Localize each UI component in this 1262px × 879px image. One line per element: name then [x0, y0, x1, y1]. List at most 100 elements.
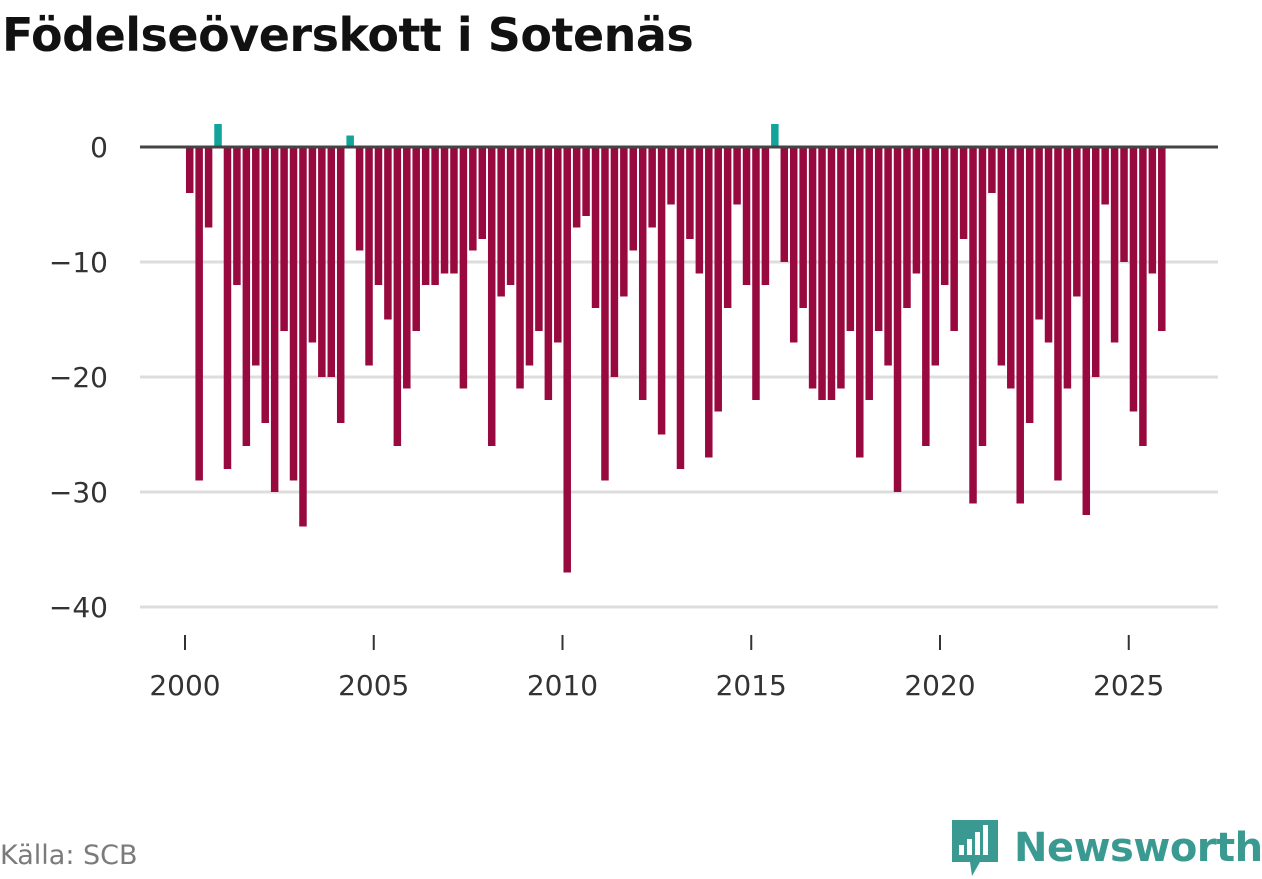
bar[interactable] — [289, 147, 298, 481]
bar[interactable] — [280, 147, 288, 331]
bar[interactable] — [676, 147, 685, 469]
bar[interactable] — [469, 147, 477, 251]
bar[interactable] — [686, 147, 694, 239]
bar[interactable] — [780, 147, 789, 262]
bar[interactable] — [865, 147, 873, 400]
bar[interactable] — [355, 147, 364, 251]
bar[interactable] — [223, 147, 232, 469]
bar[interactable] — [1054, 147, 1062, 481]
bar[interactable] — [733, 147, 741, 205]
bar[interactable] — [950, 147, 958, 331]
bar[interactable] — [365, 147, 373, 366]
bar[interactable] — [591, 147, 600, 308]
bar[interactable] — [487, 147, 496, 446]
bar[interactable] — [459, 147, 468, 389]
bar[interactable] — [204, 147, 213, 228]
bar[interactable] — [440, 147, 449, 274]
bar[interactable] — [421, 147, 430, 285]
bar[interactable] — [601, 147, 609, 481]
bar[interactable] — [695, 147, 704, 274]
bar[interactable] — [940, 147, 949, 285]
bar[interactable] — [384, 147, 392, 320]
bar[interactable] — [195, 147, 203, 481]
newsworthy-logo[interactable]: Newsworthy — [950, 818, 1262, 878]
bar[interactable] — [1044, 147, 1053, 343]
bar[interactable] — [1158, 147, 1166, 331]
bar[interactable] — [1073, 147, 1081, 297]
bar[interactable] — [1110, 147, 1119, 343]
bar[interactable] — [374, 147, 383, 285]
bar[interactable] — [648, 147, 656, 228]
bar[interactable] — [846, 147, 855, 331]
bar[interactable] — [808, 147, 817, 389]
bar[interactable] — [922, 147, 930, 446]
bar[interactable] — [1082, 147, 1091, 515]
bar[interactable] — [988, 147, 996, 193]
bar[interactable] — [412, 147, 420, 331]
bar[interactable] — [582, 147, 590, 216]
bar[interactable] — [554, 147, 562, 343]
bar[interactable] — [969, 147, 977, 504]
bar[interactable] — [478, 147, 487, 239]
bar[interactable] — [761, 147, 770, 285]
bar[interactable] — [1016, 147, 1024, 504]
bar[interactable] — [450, 147, 458, 274]
bar[interactable] — [393, 147, 402, 446]
bar[interactable] — [1007, 147, 1015, 389]
bar[interactable] — [516, 147, 524, 389]
bar[interactable] — [318, 147, 326, 377]
bar[interactable] — [997, 147, 1006, 366]
bar[interactable] — [667, 147, 675, 205]
bar[interactable] — [563, 147, 571, 573]
bar[interactable] — [903, 147, 911, 308]
bar[interactable] — [912, 147, 921, 274]
bar[interactable] — [261, 147, 269, 423]
bar[interactable] — [1063, 147, 1072, 389]
bar[interactable] — [638, 147, 647, 400]
bar[interactable] — [327, 147, 336, 377]
bar[interactable] — [1101, 147, 1109, 205]
bar[interactable] — [214, 124, 222, 147]
bar[interactable] — [1148, 147, 1157, 274]
bar[interactable] — [789, 147, 798, 343]
bar[interactable] — [620, 147, 628, 297]
bar[interactable] — [252, 147, 260, 366]
bar[interactable] — [874, 147, 883, 331]
bar[interactable] — [431, 147, 439, 285]
bar[interactable] — [1035, 147, 1043, 320]
bar[interactable] — [497, 147, 505, 297]
bar[interactable] — [1120, 147, 1128, 262]
bar[interactable] — [610, 147, 619, 377]
bar[interactable] — [1139, 147, 1147, 446]
bar[interactable] — [525, 147, 534, 366]
bar[interactable] — [346, 135, 354, 148]
bar[interactable] — [723, 147, 732, 308]
bar[interactable] — [403, 147, 411, 389]
bar[interactable] — [837, 147, 845, 389]
bar[interactable] — [629, 147, 638, 251]
bar[interactable] — [242, 147, 251, 446]
bar[interactable] — [544, 147, 553, 400]
bar[interactable] — [705, 147, 713, 458]
bar[interactable] — [818, 147, 826, 400]
bar[interactable] — [931, 147, 940, 366]
bar[interactable] — [308, 147, 317, 343]
bar[interactable] — [506, 147, 515, 285]
bar[interactable] — [714, 147, 722, 412]
bar[interactable] — [884, 147, 892, 366]
bar[interactable] — [336, 147, 345, 423]
bar[interactable] — [893, 147, 902, 492]
bar[interactable] — [270, 147, 279, 492]
bar[interactable] — [742, 147, 751, 285]
bar[interactable] — [771, 124, 779, 147]
bar[interactable] — [657, 147, 666, 435]
bar[interactable] — [856, 147, 864, 458]
bar[interactable] — [1129, 147, 1138, 412]
bar[interactable] — [1025, 147, 1034, 423]
bar[interactable] — [535, 147, 543, 331]
bar[interactable] — [978, 147, 987, 446]
bar[interactable] — [752, 147, 760, 400]
bar[interactable] — [233, 147, 241, 285]
bar[interactable] — [1091, 147, 1100, 377]
bar[interactable] — [299, 147, 307, 527]
